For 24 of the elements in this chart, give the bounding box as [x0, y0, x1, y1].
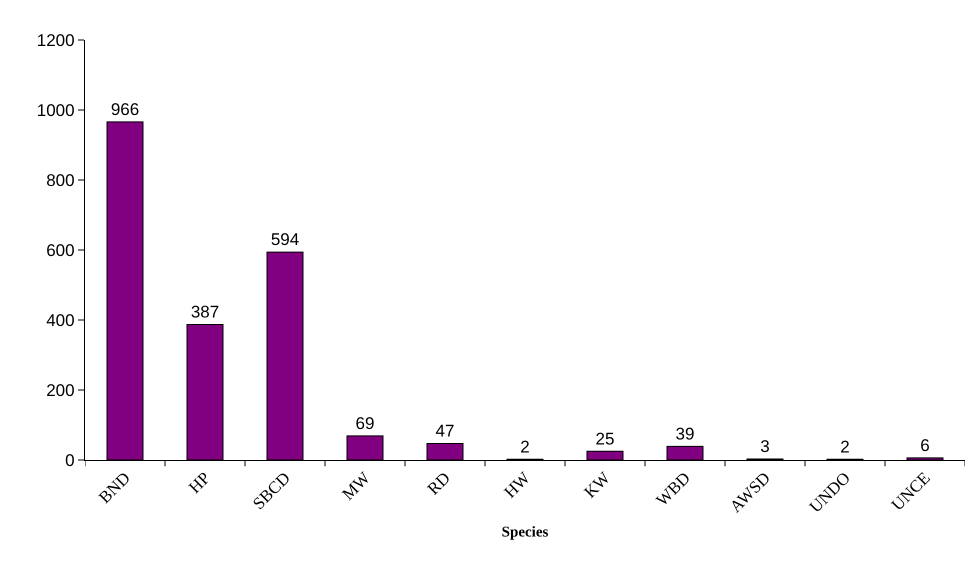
data-label: 2	[840, 437, 850, 456]
x-tick-label: HP	[185, 468, 214, 498]
data-label: 47	[436, 422, 454, 441]
data-label: 387	[190, 302, 220, 322]
data-label: 39	[676, 424, 694, 444]
y-tick-label: 400	[46, 310, 75, 330]
data-label: 3	[760, 436, 770, 456]
y-tick-label: 0	[65, 450, 75, 470]
data-label: 594	[270, 230, 300, 250]
data-label: 25	[596, 429, 614, 448]
data-label: 6	[920, 436, 930, 455]
x-tick-label: KW	[580, 468, 615, 502]
y-tick-label: 600	[46, 240, 75, 260]
x-tick-label: MW	[338, 468, 375, 504]
data-label: 966	[110, 100, 140, 119]
data-label: 2	[520, 437, 530, 456]
y-tick-label: 800	[46, 170, 75, 190]
x-axis-title: Species	[502, 524, 548, 540]
y-tick-label: 200	[46, 380, 75, 400]
data-label: 69	[356, 414, 374, 433]
y-tick-label: 1000	[36, 100, 75, 120]
x-tick-label: HW	[500, 468, 535, 502]
x-tick-label: RD	[424, 468, 454, 498]
y-tick-label: 1200	[36, 30, 75, 50]
